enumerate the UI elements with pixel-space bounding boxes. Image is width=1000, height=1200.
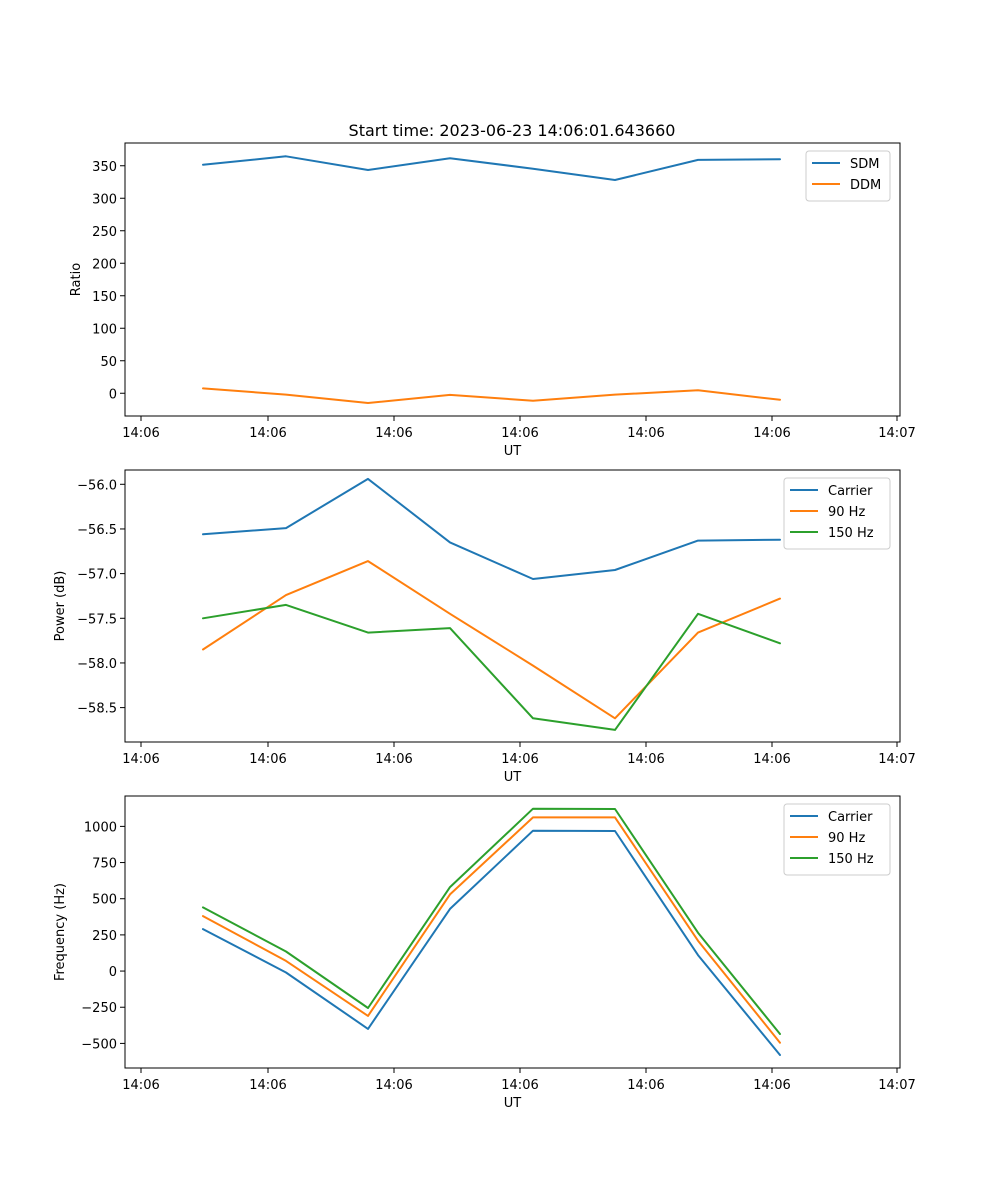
panel-1-legend-label: Carrier (828, 484, 873, 499)
power-series-150-hz-line (202, 603, 781, 731)
panel-2-x-tick-label: 14:06 (249, 1078, 286, 1093)
panel-0-legend-label: DDM (850, 178, 881, 193)
panel-2-x-axis-label: UT (504, 1096, 522, 1111)
panel-1-legend-label: 150 Hz (828, 526, 874, 541)
frequency-series-90-hz-line (202, 816, 781, 1044)
panel-1-y-tick-label: −56.5 (77, 523, 117, 538)
panel-0-y-tick-label: 300 (92, 192, 117, 207)
panel-1-y-tick-label: −58.0 (77, 657, 117, 672)
panel-1-y-tick-label: −58.5 (77, 702, 117, 717)
panel-2-y-tick-label: 500 (92, 893, 117, 908)
panel-2-y-tick-label: 750 (92, 857, 117, 872)
panel-1-x-tick-label: 14:06 (501, 752, 538, 767)
panel-1-x-tick-label: 14:06 (627, 752, 664, 767)
panel-0-y-tick-label: 100 (92, 322, 117, 337)
panel-0-y-tick-label: 0 (109, 387, 117, 402)
frequency-panel: 14:06 14:06 14:06 14:06 14:06 14:06 14:07 −500 −… (53, 795, 916, 1111)
panel-1-legend: Carrier 90 Hz 150 Hz (783, 477, 891, 550)
panel-0-y-tick-label: 250 (92, 225, 117, 240)
figure-title: Start time: 2023-06-23 14:06:01.643660 (349, 121, 676, 140)
power-panel: 14:06 14:06 14:06 14:06 14:06 14:06 14:07 −58.5… (53, 469, 916, 785)
panel-0-y-tick-label: 150 (92, 290, 117, 305)
panel-1-x-tick-label: 14:06 (249, 752, 286, 767)
panel-2-x-tick-label: 14:06 (501, 1078, 538, 1093)
panel-1-x-tick-label: 14:07 (878, 752, 915, 767)
panel-1-y-tick-label: −56.0 (77, 478, 117, 493)
panel-1-y-tick-label: −57.5 (77, 612, 117, 627)
frequency-series-150-hz-line (202, 807, 781, 1035)
panel-2-axes-frame (124, 795, 901, 1069)
panel-0-x-tick-label: 14:06 (753, 426, 790, 441)
panel-0-x-tick-label: 14:06 (375, 426, 412, 441)
ratio-panel: 14:06 14:06 14:06 14:06 14:06 14:06 14:07 0 50 10… (69, 142, 916, 459)
panel-2-y-tick-label: 1000 (84, 820, 117, 835)
panel-1-y-axis-label: Power (dB) (53, 571, 68, 642)
ratio-series-ddm-line (202, 387, 781, 404)
panel-2-legend-label: 90 Hz (828, 831, 865, 846)
panel-2-y-tick-label: −500 (81, 1037, 117, 1052)
panel-1-x-tick-label: 14:06 (122, 752, 159, 767)
panel-2-legend-label: Carrier (828, 810, 873, 825)
ratio-series-sdm-line (202, 155, 781, 181)
panel-2-y-tick-label: 0 (109, 965, 117, 980)
panel-0-y-axis-label: Ratio (69, 263, 84, 296)
panel-0-x-tick-label: 14:06 (249, 426, 286, 441)
panel-0-y-tick-label: 50 (100, 355, 117, 370)
panel-0-y-tick-label: 200 (92, 257, 117, 272)
panel-2-y-tick-label: −250 (81, 1001, 117, 1016)
panel-2-y-axis-label: Frequency (Hz) (53, 883, 68, 981)
panel-0-x-axis-label: UT (504, 444, 522, 459)
panel-2-legend-label: 150 Hz (828, 852, 874, 867)
panel-1-x-tick-label: 14:06 (375, 752, 412, 767)
panel-1-x-tick-label: 14:06 (753, 752, 790, 767)
panel-1-y-tick-label: −57.0 (77, 568, 117, 583)
panel-0-y-tick-label: 350 (92, 160, 117, 175)
panel-0-legend: SDM DDM (805, 150, 891, 202)
panel-1-x-axis-label: UT (504, 770, 522, 785)
panel-2-x-tick-label: 14:06 (753, 1078, 790, 1093)
panel-2-x-tick-label: 14:06 (122, 1078, 159, 1093)
panel-2-x-tick-label: 14:06 (375, 1078, 412, 1093)
panel-0-x-tick-label: 14:06 (122, 426, 159, 441)
power-series-90-hz-line (202, 560, 781, 720)
panel-1-axes-frame (124, 469, 901, 743)
panel-2-y-tick-label: 250 (92, 929, 117, 944)
panel-0-x-tick-label: 14:06 (627, 426, 664, 441)
panel-0-legend-label: SDM (850, 157, 879, 172)
panel-2-x-tick-label: 14:07 (878, 1078, 915, 1093)
frequency-series-carrier-line (202, 829, 781, 1056)
panel-2-legend: Carrier 90 Hz 150 Hz (783, 803, 891, 876)
panel-1-legend-label: 90 Hz (828, 505, 865, 520)
power-series-carrier-line (202, 477, 781, 580)
panel-0-x-tick-label: 14:06 (501, 426, 538, 441)
panel-2-x-tick-label: 14:06 (627, 1078, 664, 1093)
panel-0-x-tick-label: 14:07 (878, 426, 915, 441)
panel-0-axes-frame (124, 142, 901, 417)
